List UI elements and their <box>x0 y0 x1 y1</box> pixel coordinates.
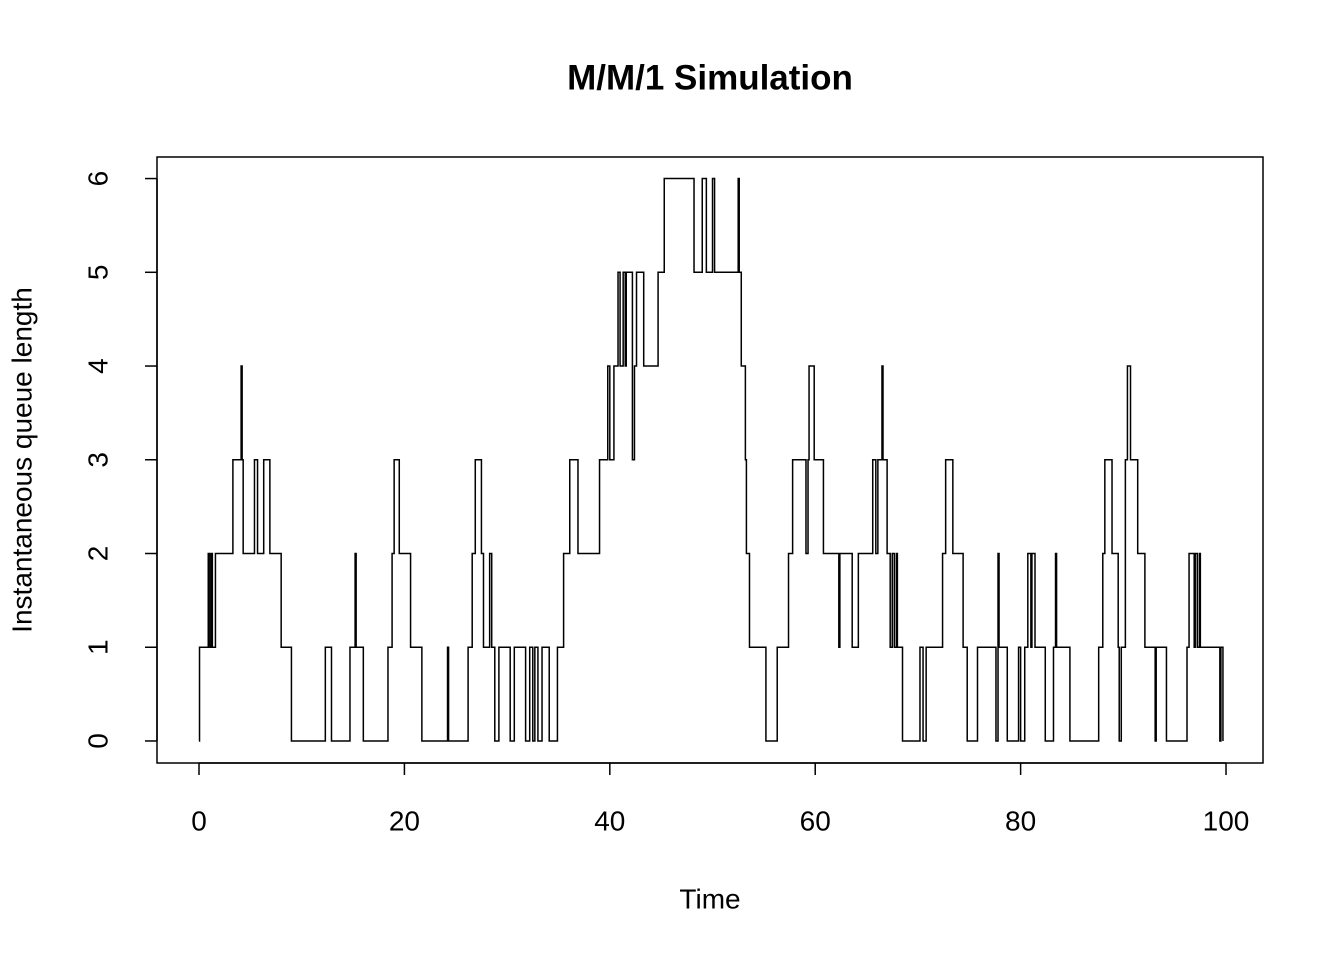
x-tick-label: 60 <box>800 805 831 836</box>
y-tick-label: 5 <box>82 265 113 281</box>
step-line <box>198 177 1224 742</box>
x-tick-label: 40 <box>594 805 625 836</box>
plot-frame <box>156 156 1264 764</box>
x-tick-label: 0 <box>191 805 207 836</box>
x-tick-label: 100 <box>1203 805 1250 836</box>
y-tick-label: 0 <box>82 733 113 749</box>
y-tick-label: 1 <box>82 639 113 655</box>
y-axis-label: Instantaneous queue length <box>6 287 37 633</box>
chart-title: M/M/1 Simulation <box>567 58 853 97</box>
x-axis-label: Time <box>679 883 740 914</box>
x-tick-label: 80 <box>1005 805 1036 836</box>
y-tick-label: 4 <box>82 358 113 374</box>
y-tick-label: 3 <box>82 452 113 468</box>
y-tick-label: 6 <box>82 171 113 187</box>
y-tick-label: 2 <box>82 546 113 562</box>
x-tick-label: 20 <box>389 805 420 836</box>
